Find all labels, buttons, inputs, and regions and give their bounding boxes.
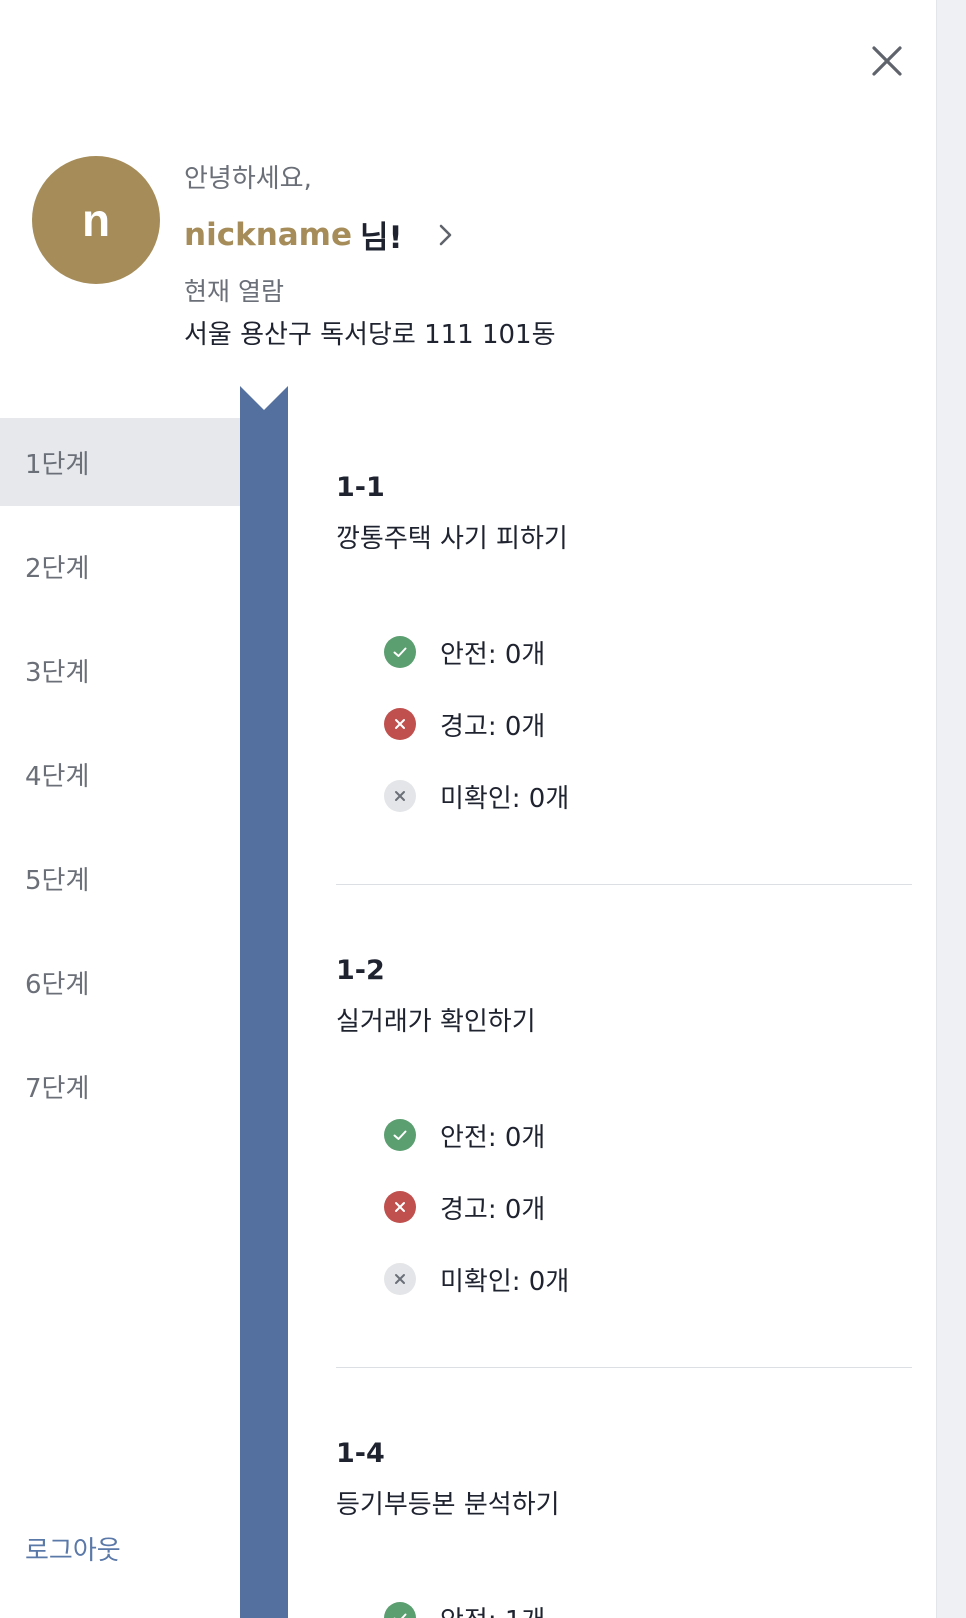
section-title[interactable]: 등기부등본 분석하기: [336, 1490, 560, 1520]
status-count: 경고: 0개: [440, 1194, 546, 1225]
sidebar-item-stage-4[interactable]: 4단계: [25, 761, 90, 792]
current-address: 서울 용산구 독서당로 111 101동: [184, 320, 556, 350]
status-count: 미확인: 0개: [440, 783, 570, 814]
checklist-section: 1-4 등기부등본 분석하기안전: 1개: [336, 1428, 912, 1618]
status-row: 안전: 0개: [336, 1099, 912, 1171]
stage-ribbon: [240, 386, 288, 1618]
check-circle-icon: [384, 1602, 416, 1618]
section-divider: [336, 1367, 912, 1368]
section-title[interactable]: 깡통주택 사기 피하기: [336, 524, 568, 554]
section-title[interactable]: 실거래가 확인하기: [336, 1007, 536, 1037]
x-circle-icon: [384, 1191, 416, 1223]
sidebar-item-stage-5[interactable]: 5단계: [25, 865, 90, 896]
status-count: 안전: 0개: [440, 639, 546, 670]
nickname: nickname: [184, 216, 353, 253]
avatar: n: [32, 156, 160, 284]
unchecked-circle-icon: [384, 1263, 416, 1295]
chevron-right-icon: [439, 224, 451, 245]
sidebar-item-stage-6[interactable]: 6단계: [25, 969, 90, 1000]
close-button[interactable]: [862, 36, 912, 86]
status-count: 경고: 0개: [440, 711, 546, 742]
current-view-label: 현재 열람: [184, 277, 284, 306]
status-row: 경고: 0개: [336, 688, 912, 760]
status-row: 경고: 0개: [336, 1171, 912, 1243]
section-divider: [336, 884, 912, 885]
status-count: 안전: 1개: [440, 1600, 545, 1618]
section-code: 1-4: [336, 1438, 385, 1469]
stage-nav: 1단계 2단계 3단계 4단계 5단계 6단계 7단계: [0, 418, 240, 1146]
logout-button[interactable]: 로그아웃: [25, 1536, 121, 1566]
section-code: 1-1: [336, 472, 385, 503]
status-row: 미확인: 0개: [336, 1243, 912, 1315]
section-code: 1-2: [336, 955, 385, 986]
status-count: 안전: 0개: [440, 1122, 546, 1153]
nickname-suffix: 님!: [360, 220, 403, 256]
avatar-initial: n: [81, 194, 111, 246]
panel-backdrop: [936, 0, 966, 1618]
status-row: 안전: 0개: [336, 616, 912, 688]
sidebar-item-stage-7[interactable]: 7단계: [25, 1073, 90, 1104]
check-circle-icon: [384, 1119, 416, 1151]
sidebar-item-stage-3[interactable]: 3단계: [25, 657, 90, 688]
sidebar-item-stage-2[interactable]: 2단계: [25, 553, 90, 584]
check-circle-icon: [384, 636, 416, 668]
panel-edge-divider: [936, 0, 937, 1618]
stage-content: 1-1 깡통주택 사기 피하기 안전: 0개 경고: 0개 미확인: 0개 1-2 실거래가…: [336, 462, 912, 1618]
status-row: 안전: 1개: [336, 1582, 912, 1618]
greeting-text: 안녕하세요,: [184, 164, 312, 194]
profile-link[interactable]: nickname 님!: [184, 212, 459, 257]
sidebar-item-stage-1[interactable]: 1단계: [0, 418, 240, 506]
status-count: 미확인: 0개: [440, 1266, 570, 1297]
status-row: 미확인: 0개: [336, 760, 912, 832]
x-circle-icon: [384, 708, 416, 740]
status-list: 안전: 1개: [336, 1582, 912, 1618]
close-icon: [872, 46, 902, 76]
unchecked-circle-icon: [384, 780, 416, 812]
